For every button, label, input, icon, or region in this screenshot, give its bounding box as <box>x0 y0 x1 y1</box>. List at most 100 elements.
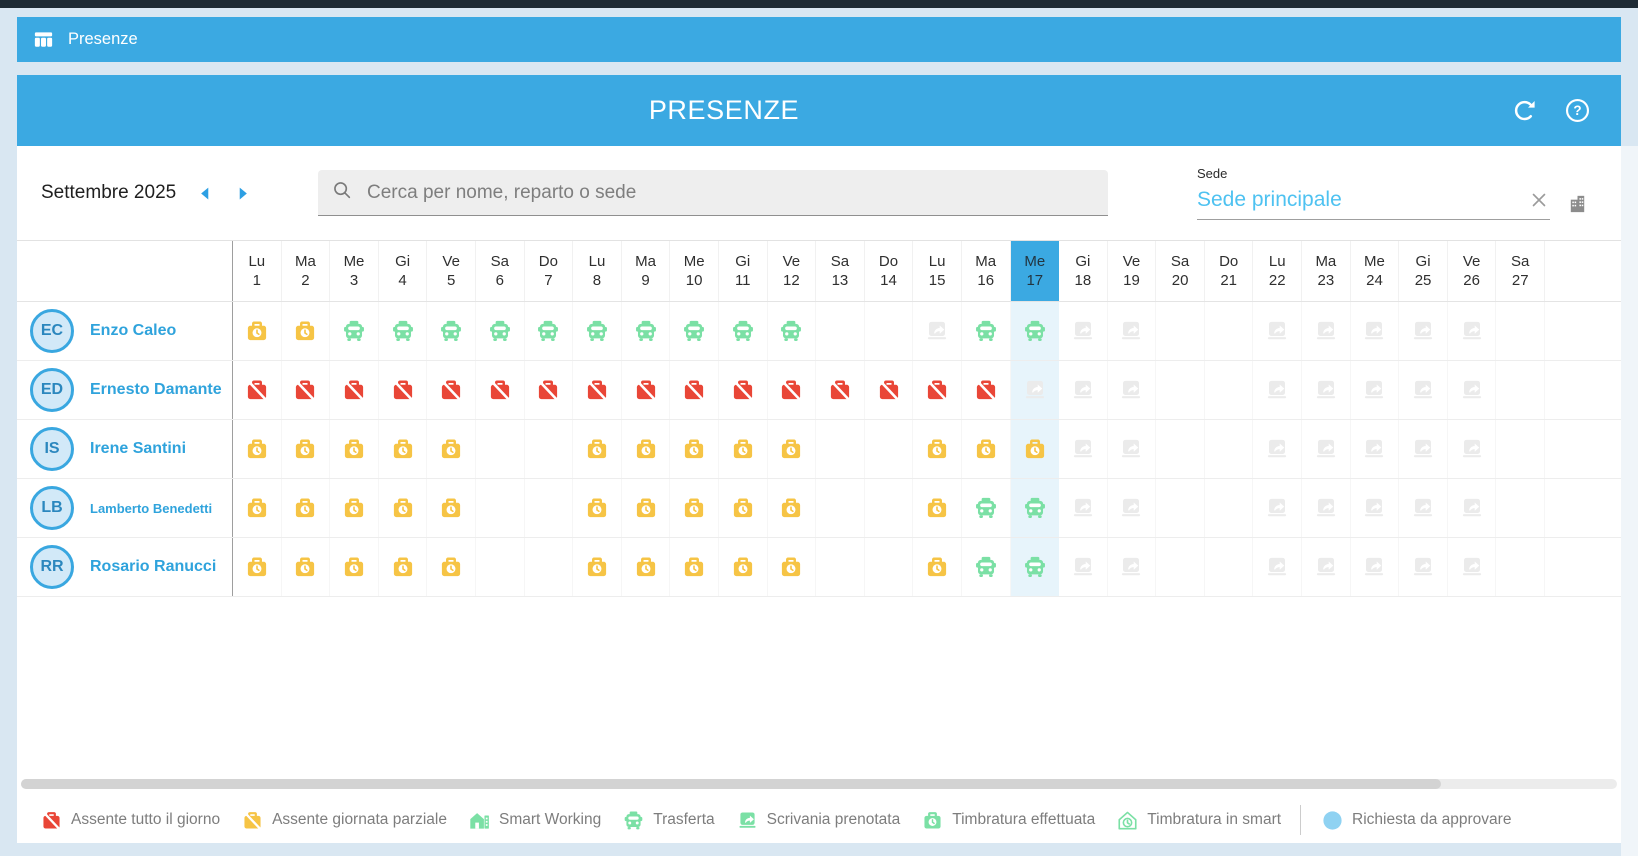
calendar-cell[interactable] <box>670 420 719 478</box>
calendar-cell[interactable] <box>1351 361 1400 419</box>
calendar-cell[interactable] <box>816 479 865 537</box>
clear-sede-button[interactable] <box>1528 189 1550 211</box>
calendar-cell[interactable] <box>1399 420 1448 478</box>
calendar-cell[interactable] <box>768 361 817 419</box>
calendar-cell[interactable] <box>1059 302 1108 360</box>
calendar-cell[interactable] <box>1108 479 1157 537</box>
calendar-cell[interactable] <box>962 420 1011 478</box>
calendar-cell[interactable] <box>913 538 962 596</box>
calendar-cell[interactable] <box>1399 479 1448 537</box>
calendar-cell[interactable] <box>282 302 331 360</box>
calendar-cell[interactable] <box>816 361 865 419</box>
calendar-cell[interactable] <box>816 538 865 596</box>
horizontal-scrollbar-thumb[interactable] <box>21 779 1442 789</box>
calendar-cell[interactable] <box>1302 361 1351 419</box>
calendar-cell[interactable] <box>913 420 962 478</box>
calendar-cell[interactable] <box>1059 420 1108 478</box>
day-header-4[interactable]: Gi 4 <box>379 241 428 301</box>
calendar-cell[interactable] <box>282 361 331 419</box>
calendar-cell[interactable] <box>1496 538 1546 596</box>
calendar-cell[interactable] <box>670 479 719 537</box>
calendar-cell[interactable] <box>865 538 914 596</box>
day-header-16[interactable]: Ma 16 <box>962 241 1011 301</box>
calendar-cell[interactable] <box>1010 420 1060 478</box>
employee-name-cell[interactable]: IS Irene Santini <box>17 420 233 478</box>
help-button[interactable]: ? <box>1564 97 1591 124</box>
next-month-button[interactable] <box>233 184 252 203</box>
calendar-cell[interactable] <box>427 479 476 537</box>
calendar-cell[interactable] <box>719 361 768 419</box>
day-header-23[interactable]: Ma 23 <box>1302 241 1351 301</box>
calendar-cell[interactable] <box>670 538 719 596</box>
calendar-cell[interactable] <box>1010 479 1060 537</box>
calendar-cell[interactable] <box>427 538 476 596</box>
calendar-cell[interactable] <box>1448 538 1497 596</box>
calendar-cell[interactable] <box>719 479 768 537</box>
calendar-cell[interactable] <box>476 538 525 596</box>
previous-month-button[interactable] <box>196 184 215 203</box>
calendar-cell[interactable] <box>1156 420 1205 478</box>
calendar-cell[interactable] <box>427 420 476 478</box>
calendar-cell[interactable] <box>1496 302 1546 360</box>
calendar-cell[interactable] <box>1205 538 1254 596</box>
calendar-cell[interactable] <box>1496 420 1546 478</box>
calendar-cell[interactable] <box>622 302 671 360</box>
calendar-cell[interactable] <box>1108 538 1157 596</box>
calendar-cell[interactable] <box>1010 361 1060 419</box>
day-header-14[interactable]: Do 14 <box>865 241 914 301</box>
calendar-cell[interactable] <box>768 479 817 537</box>
day-header-24[interactable]: Me 24 <box>1351 241 1400 301</box>
calendar-cell[interactable] <box>1108 361 1157 419</box>
calendar-cell[interactable] <box>1496 479 1546 537</box>
calendar-cell[interactable] <box>330 479 379 537</box>
calendar-cell[interactable] <box>330 420 379 478</box>
calendar-cell[interactable] <box>1205 479 1254 537</box>
day-header-10[interactable]: Me 10 <box>670 241 719 301</box>
day-header-7[interactable]: Do 7 <box>525 241 574 301</box>
calendar-cell[interactable] <box>233 479 282 537</box>
calendar-cell[interactable] <box>1205 420 1254 478</box>
calendar-cell[interactable] <box>1399 361 1448 419</box>
day-header-6[interactable]: Sa 6 <box>476 241 525 301</box>
calendar-cell[interactable] <box>913 479 962 537</box>
employee-name-cell[interactable]: EC Enzo Caleo <box>17 302 233 360</box>
calendar-cell[interactable] <box>719 420 768 478</box>
calendar-cell[interactable] <box>476 420 525 478</box>
calendar-cell[interactable] <box>525 538 574 596</box>
calendar-cell[interactable] <box>1253 361 1303 419</box>
calendar-cell[interactable] <box>1059 479 1108 537</box>
calendar-cell[interactable] <box>1156 361 1205 419</box>
calendar-cell[interactable] <box>573 420 622 478</box>
calendar-cell[interactable] <box>962 538 1011 596</box>
calendar-cell[interactable] <box>427 361 476 419</box>
calendar-cell[interactable] <box>1253 420 1303 478</box>
calendar-cell[interactable] <box>962 479 1011 537</box>
calendar-cell[interactable] <box>1010 302 1060 360</box>
calendar-cell[interactable] <box>1351 479 1400 537</box>
calendar-cell[interactable] <box>573 302 622 360</box>
calendar-cell[interactable] <box>525 361 574 419</box>
calendar-cell[interactable] <box>622 420 671 478</box>
employee-name-cell[interactable]: RR Rosario Ranucci <box>17 538 233 596</box>
calendar-cell[interactable] <box>573 479 622 537</box>
calendar-cell[interactable] <box>865 302 914 360</box>
calendar-cell[interactable] <box>719 538 768 596</box>
calendar-cell[interactable] <box>1059 538 1108 596</box>
calendar-cell[interactable] <box>768 538 817 596</box>
search-field[interactable] <box>318 170 1108 216</box>
day-header-9[interactable]: Ma 9 <box>622 241 671 301</box>
calendar-cell[interactable] <box>1253 538 1303 596</box>
calendar-cell[interactable] <box>1351 420 1400 478</box>
calendar-cell[interactable] <box>1156 302 1205 360</box>
calendar-cell[interactable] <box>1399 302 1448 360</box>
employee-name-cell[interactable]: ED Ernesto Damante <box>17 361 233 419</box>
day-header-12[interactable]: Ve 12 <box>768 241 817 301</box>
day-header-3[interactable]: Me 3 <box>330 241 379 301</box>
employee-name-cell[interactable]: LB Lamberto Benedetti <box>17 479 233 537</box>
calendar-cell[interactable] <box>476 302 525 360</box>
calendar-cell[interactable] <box>670 361 719 419</box>
calendar-cell[interactable] <box>282 420 331 478</box>
calendar-cell[interactable] <box>525 479 574 537</box>
calendar-cell[interactable] <box>573 361 622 419</box>
calendar-cell[interactable] <box>622 538 671 596</box>
